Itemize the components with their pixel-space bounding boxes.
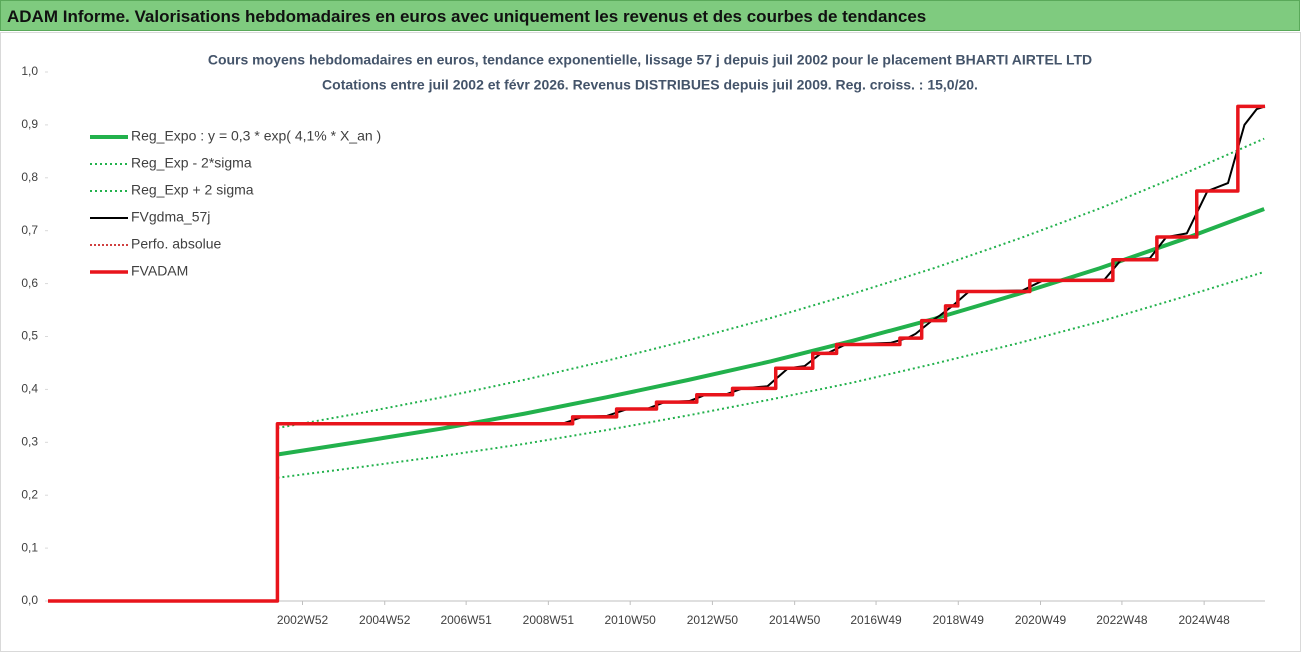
- series-line: [277, 271, 1265, 479]
- x-tick-label: 2014W50: [769, 613, 821, 627]
- chart-frame: [0, 32, 1301, 652]
- legend-label: Perfo. absolue: [131, 236, 221, 252]
- x-tick-label: 2010W50: [604, 613, 656, 627]
- y-tick-label: 0,1: [21, 540, 38, 554]
- series-line: [277, 207, 1265, 457]
- chart-title: Cours moyens hebdomadaires en euros, ten…: [208, 52, 1092, 68]
- y-tick-label: 0,7: [21, 223, 38, 237]
- x-tick-label: 2004W52: [359, 613, 411, 627]
- y-tick-label: 0,3: [21, 434, 38, 448]
- legend-label: FVADAM: [131, 263, 188, 279]
- legend-label: FVgdma_57j: [131, 209, 210, 225]
- y-tick-label: 0,9: [21, 117, 38, 131]
- x-tick-label: 2020W49: [1015, 613, 1067, 627]
- x-tick-label: 2018W49: [933, 613, 985, 627]
- chart: Cours moyens hebdomadaires en euros, ten…: [0, 32, 1301, 652]
- y-tick-label: 0,8: [21, 170, 38, 184]
- y-tick-label: 0,4: [21, 382, 38, 396]
- y-tick-label: 0,6: [21, 276, 38, 290]
- y-tick-label: 1,0: [21, 64, 38, 78]
- y-tick-label: 0,2: [21, 487, 38, 501]
- x-tick-label: 2006W51: [440, 613, 492, 627]
- series-line: [277, 137, 1265, 430]
- y-tick-label: 0,0: [21, 593, 38, 607]
- series-line: [48, 104, 1265, 603]
- x-tick-label: 2012W50: [687, 613, 739, 627]
- x-tick-label: 2008W51: [523, 613, 575, 627]
- x-tick-label: 2022W48: [1096, 613, 1148, 627]
- y-tick-label: 0,5: [21, 329, 38, 343]
- legend-label: Reg_Expo : y = 0,3 * exp( 4,1% * X_an ): [131, 128, 381, 144]
- x-tick-label: 2016W49: [850, 613, 902, 627]
- legend-label: Reg_Exp - 2*sigma: [131, 155, 252, 171]
- x-tick-label: 2002W52: [277, 613, 329, 627]
- legend-label: Reg_Exp + 2 sigma: [131, 182, 254, 198]
- x-tick-label: 2024W48: [1178, 613, 1230, 627]
- header-title: ADAM Informe. Valorisations hebdomadaire…: [0, 0, 1300, 31]
- chart-subtitle: Cotations entre juil 2002 et févr 2026. …: [322, 77, 978, 93]
